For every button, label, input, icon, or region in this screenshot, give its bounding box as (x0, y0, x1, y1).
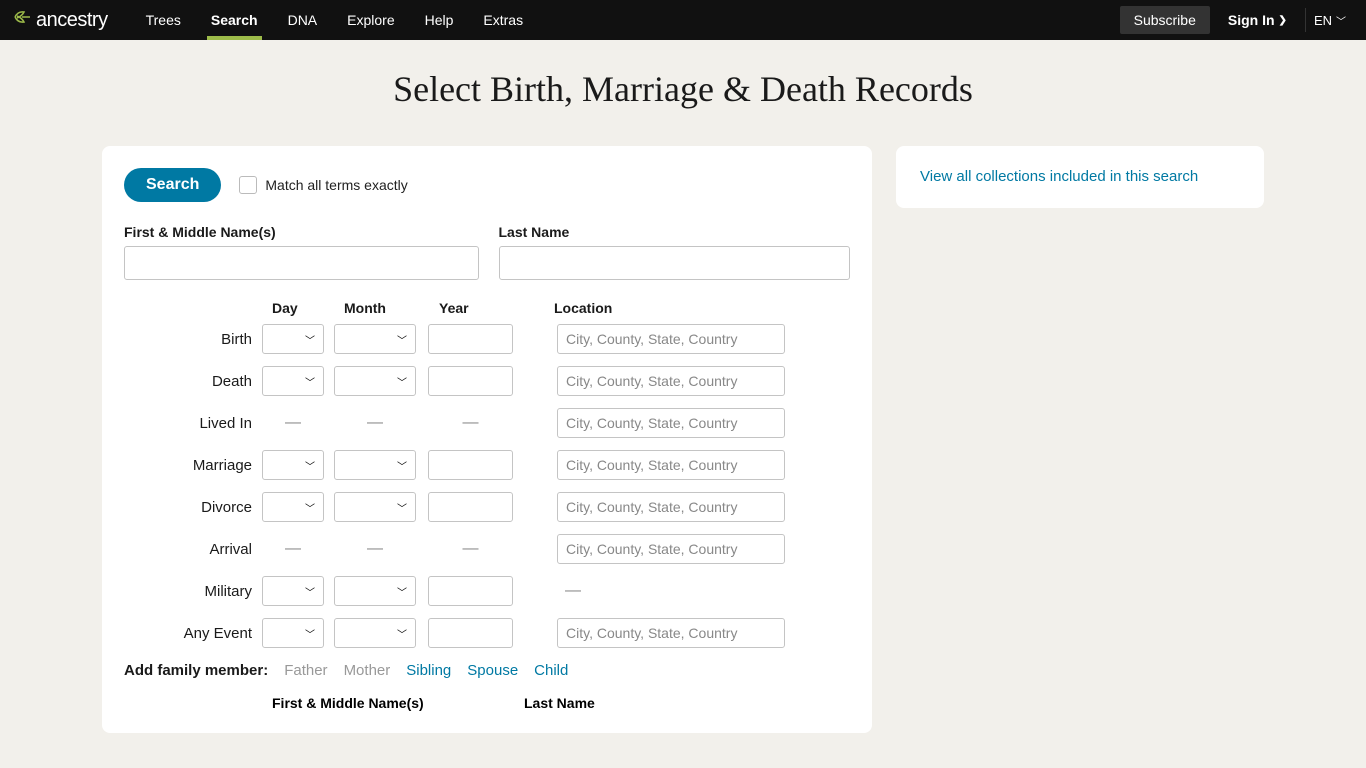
event-label: Death (124, 373, 262, 390)
divorce-day-select[interactable]: ﹀ (262, 492, 324, 522)
last-name-input[interactable] (499, 246, 851, 280)
sidebar-card: View all collections included in this se… (896, 146, 1264, 208)
event-row-lived-in: Lived In——— (124, 408, 850, 438)
event-row-arrival: Arrival——— (124, 534, 850, 564)
col-day: Day (272, 300, 344, 316)
family-child-link[interactable]: Child (534, 662, 568, 679)
chevron-down-icon: ﹀ (305, 584, 315, 599)
chevron-down-icon: ﹀ (397, 584, 407, 599)
lived-in-location-input[interactable] (557, 408, 785, 438)
chevron-down-icon: ﹀ (305, 500, 315, 515)
chevron-right-icon: ❯ (1279, 15, 1287, 26)
event-row-any-event: Any Event ﹀ ﹀ (124, 618, 850, 648)
event-label: Marriage (124, 457, 262, 474)
last-name-label: Last Name (499, 224, 851, 240)
col-location: Location (554, 300, 594, 316)
chevron-down-icon: ﹀ (305, 332, 315, 347)
event-row-marriage: Marriage ﹀ ﹀ (124, 450, 850, 480)
family-spouse-link[interactable]: Spouse (467, 662, 518, 679)
chevron-down-icon: ﹀ (397, 332, 407, 347)
event-label: Lived In (124, 415, 262, 432)
marriage-location-input[interactable] (557, 450, 785, 480)
chevron-down-icon: ﹀ (305, 374, 315, 389)
marriage-day-select[interactable]: ﹀ (262, 450, 324, 480)
nav-item-explore[interactable]: Explore (333, 0, 408, 40)
leaf-icon (12, 7, 32, 33)
divorce-location-input[interactable] (557, 492, 785, 522)
military-day-select[interactable]: ﹀ (262, 576, 324, 606)
family-sibling-link[interactable]: Sibling (406, 662, 451, 679)
event-row-divorce: Divorce ﹀ ﹀ (124, 492, 850, 522)
nav-items: TreesSearchDNAExploreHelpExtras (132, 0, 538, 40)
death-day-select[interactable]: ﹀ (262, 366, 324, 396)
event-label: Any Event (124, 625, 262, 642)
first-name-input[interactable] (124, 246, 479, 280)
chevron-down-icon: ﹀ (305, 626, 315, 641)
signin-link[interactable]: Sign In ❯ (1218, 12, 1297, 28)
view-collections-link[interactable]: View all collections included in this se… (920, 168, 1198, 185)
death-year-input[interactable] (428, 366, 513, 396)
search-form-card: Search Match all terms exactly First & M… (102, 146, 872, 733)
family-last-label: Last Name (524, 695, 595, 711)
marriage-month-select[interactable]: ﹀ (334, 450, 416, 480)
subscribe-button[interactable]: Subscribe (1120, 6, 1210, 34)
event-label: Military (124, 583, 262, 600)
birth-year-input[interactable] (428, 324, 513, 354)
match-exact-wrap[interactable]: Match all terms exactly (239, 176, 407, 194)
family-first-label: First & Middle Name(s) (272, 695, 524, 711)
event-row-death: Death ﹀ ﹀ (124, 366, 850, 396)
chevron-down-icon: ﹀ (397, 458, 407, 473)
event-label: Birth (124, 331, 262, 348)
page-title: Select Birth, Marriage & Death Records (0, 40, 1366, 146)
birth-day-select[interactable]: ﹀ (262, 324, 324, 354)
nav-item-search[interactable]: Search (197, 0, 272, 40)
any-event-month-select[interactable]: ﹀ (334, 618, 416, 648)
event-label: Divorce (124, 499, 262, 516)
family-member-row: Add family member: Father Mother Sibling Sp… (124, 662, 850, 679)
chevron-down-icon: ﹀ (397, 374, 407, 389)
first-name-label: First & Middle Name(s) (124, 224, 479, 240)
col-month: Month (344, 300, 439, 316)
event-row-military: Military﹀﹀— (124, 576, 850, 606)
divorce-month-select[interactable]: ﹀ (334, 492, 416, 522)
birth-month-select[interactable]: ﹀ (334, 324, 416, 354)
event-label: Arrival (124, 541, 262, 558)
family-label: Add family member: (124, 662, 268, 679)
family-father: Father (284, 662, 327, 679)
chevron-down-icon: ﹀ (397, 626, 407, 641)
col-year: Year (439, 300, 511, 316)
chevron-down-icon: ﹀ (397, 500, 407, 515)
death-month-select[interactable]: ﹀ (334, 366, 416, 396)
arrival-location-input[interactable] (557, 534, 785, 564)
top-nav: ancestry TreesSearchDNAExploreHelpExtras… (0, 0, 1366, 40)
military-year-input[interactable] (428, 576, 513, 606)
divorce-year-input[interactable] (428, 492, 513, 522)
nav-item-extras[interactable]: Extras (469, 0, 537, 40)
any-event-location-input[interactable] (557, 618, 785, 648)
family-mother: Mother (344, 662, 391, 679)
brand-logo[interactable]: ancestry (12, 7, 108, 33)
chevron-down-icon: ﹀ (1336, 13, 1346, 28)
event-row-birth: Birth ﹀ ﹀ (124, 324, 850, 354)
marriage-year-input[interactable] (428, 450, 513, 480)
nav-item-help[interactable]: Help (411, 0, 468, 40)
language-selector[interactable]: EN ﹀ (1305, 8, 1354, 32)
nav-item-dna[interactable]: DNA (274, 0, 332, 40)
birth-location-input[interactable] (557, 324, 785, 354)
search-button[interactable]: Search (124, 168, 221, 202)
military-month-select[interactable]: ﹀ (334, 576, 416, 606)
any-event-day-select[interactable]: ﹀ (262, 618, 324, 648)
any-event-year-input[interactable] (428, 618, 513, 648)
match-exact-checkbox[interactable] (239, 176, 257, 194)
death-location-input[interactable] (557, 366, 785, 396)
chevron-down-icon: ﹀ (305, 458, 315, 473)
nav-item-trees[interactable]: Trees (132, 0, 195, 40)
brand-text: ancestry (36, 9, 108, 32)
match-exact-label: Match all terms exactly (265, 177, 407, 193)
